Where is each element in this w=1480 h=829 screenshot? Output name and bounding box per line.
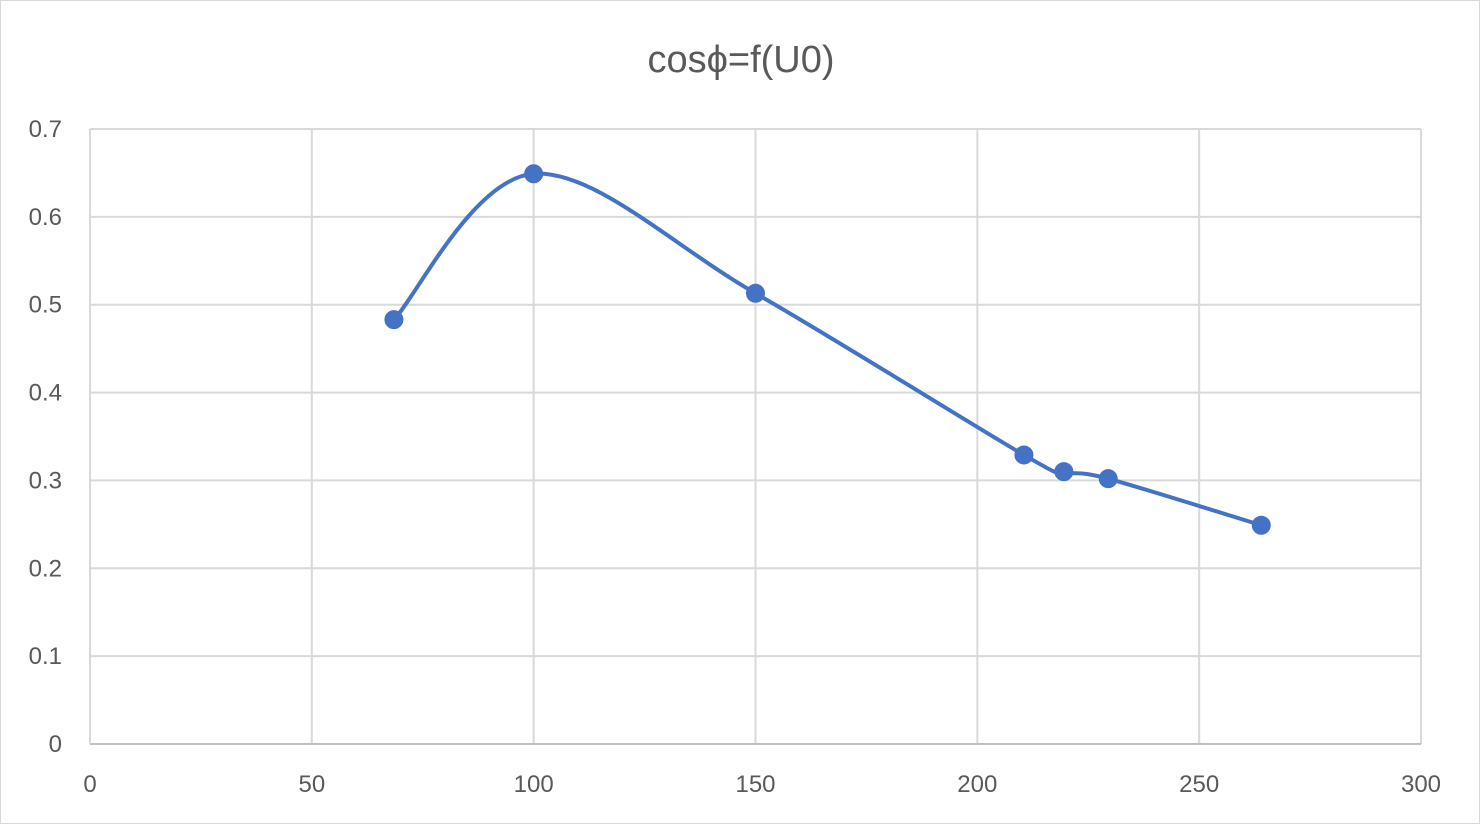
y-tick-label: 0.6 [29,204,62,231]
y-tick-label: 0.7 [29,116,62,143]
x-tick-label: 100 [514,771,554,798]
x-tick-label: 0 [83,771,96,798]
grid [90,128,1422,744]
x-tick-label: 50 [298,771,325,798]
data-point-3 [1014,445,1034,465]
data-point-2 [746,283,765,303]
data-point-4 [1054,462,1074,482]
series [384,164,1271,535]
y-tick-label: 0.1 [29,643,62,670]
data-point-1 [524,164,544,184]
y-tick-label: 0.3 [29,467,62,494]
x-tick-label: 200 [957,771,997,798]
tick-labels: 0 50 100 150 200 250 300 0 0.1 0.2 0.3 0.4 0.5 0.6 0.7 [29,116,1441,798]
data-point-5 [1098,469,1118,489]
chart-title: cosϕ=f(U0) [647,39,834,81]
x-tick-label: 150 [735,771,775,798]
y-tick-label: 0 [49,731,62,758]
y-tick-label: 0.2 [29,555,62,582]
x-tick-label: 250 [1179,771,1219,798]
data-point-0 [384,310,404,330]
y-tick-label: 0.5 [29,292,62,319]
axes [89,129,1421,745]
y-tick-label: 0.4 [29,380,62,407]
x-tick-label: 300 [1401,771,1441,798]
data-point-6 [1251,515,1271,535]
